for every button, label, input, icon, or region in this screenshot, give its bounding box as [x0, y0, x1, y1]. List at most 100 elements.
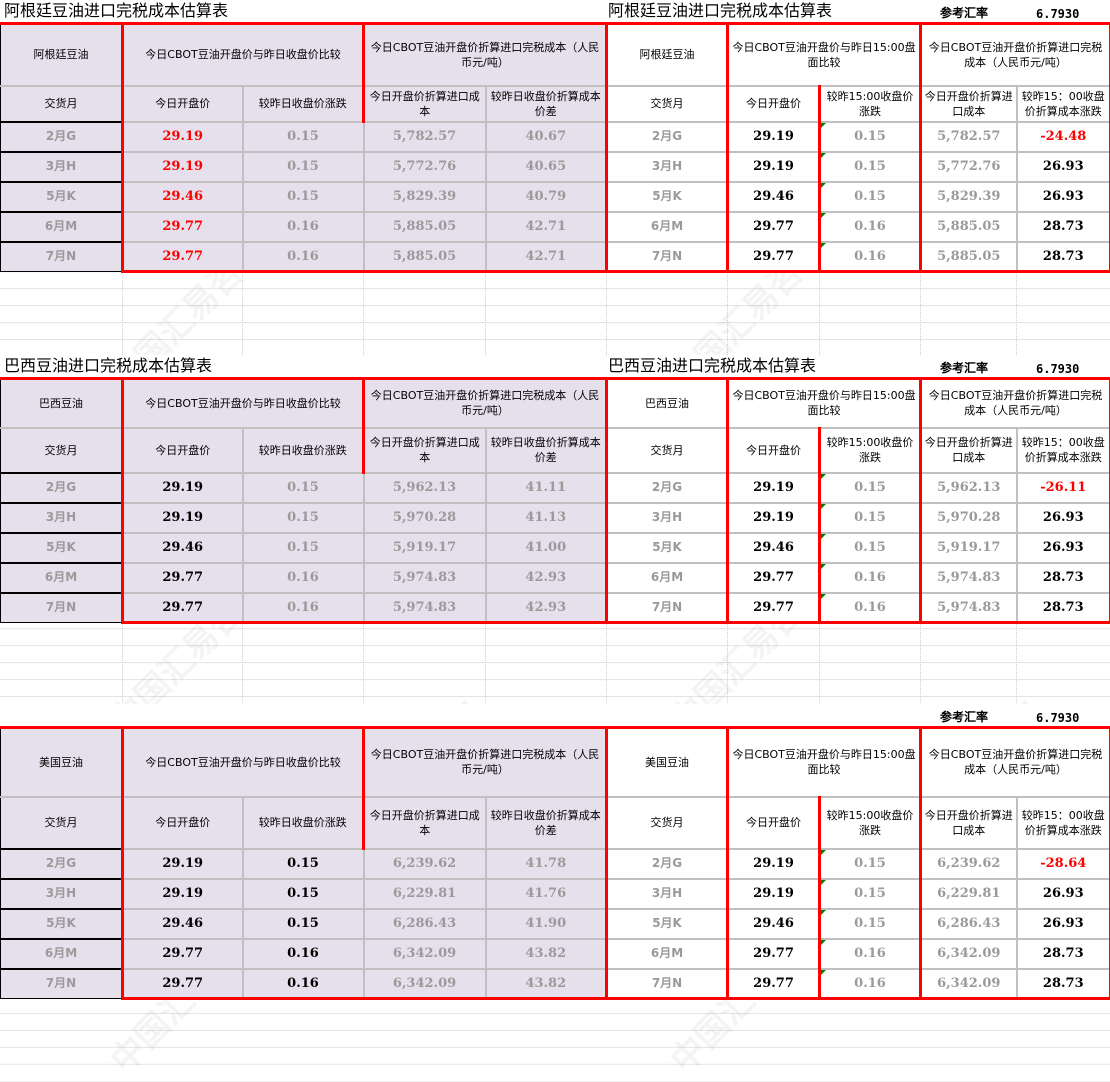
product-header[interactable]: 阿根廷豆油 [1, 24, 123, 86]
cost-difference[interactable]: 28.73 [1017, 242, 1110, 272]
delivery-month[interactable]: 5月K [607, 182, 728, 212]
column-header[interactable]: 今日开盘价折算进口成本 [921, 428, 1017, 473]
cost-difference[interactable]: 43.82 [486, 939, 607, 969]
open-price[interactable]: 29.19 [728, 849, 820, 879]
price-change[interactable]: 0.15 [820, 503, 921, 533]
import-cost[interactable]: 6,239.62 [921, 849, 1017, 879]
price-change[interactable]: 0.16 [243, 593, 364, 623]
column-header[interactable]: 今日开盘价折算进口成本 [364, 86, 486, 122]
open-price[interactable]: 29.46 [728, 909, 820, 939]
import-cost[interactable]: 5,970.28 [921, 503, 1017, 533]
open-price[interactable]: 29.46 [123, 909, 243, 939]
delivery-month[interactable]: 6月M [607, 212, 728, 242]
delivery-month[interactable]: 3月H [607, 879, 728, 909]
cost-difference[interactable]: 42.71 [486, 242, 607, 272]
open-price[interactable]: 29.77 [728, 242, 820, 272]
column-header[interactable]: 交货月 [1, 797, 123, 849]
import-cost[interactable]: 5,974.83 [364, 593, 486, 623]
cost-difference[interactable]: 28.73 [1017, 593, 1110, 623]
column-header[interactable]: 今日开盘价 [728, 428, 820, 473]
cost-header[interactable]: 今日CBOT豆油开盘价折算进口完税成本（人民币元/吨） [364, 728, 607, 797]
cost-difference[interactable]: 41.90 [486, 909, 607, 939]
delivery-month[interactable]: 5月K [1, 182, 123, 212]
open-price[interactable]: 29.77 [123, 939, 243, 969]
price-change[interactable]: 0.15 [820, 879, 921, 909]
import-cost[interactable]: 5,772.76 [921, 152, 1017, 182]
cost-difference[interactable]: 41.11 [486, 473, 607, 503]
open-price[interactable]: 29.19 [728, 879, 820, 909]
price-change[interactable]: 0.16 [820, 969, 921, 999]
import-cost[interactable]: 6,239.62 [364, 849, 486, 879]
price-compare-header[interactable]: 今日CBOT豆油开盘价与昨日15:00盘面比较 [728, 24, 921, 86]
column-header[interactable]: 交货月 [1, 428, 123, 473]
delivery-month[interactable]: 2月G [607, 122, 728, 152]
price-compare-header[interactable]: 今日CBOT豆油开盘价与昨日收盘价比较 [123, 379, 364, 428]
import-cost[interactable]: 6,229.81 [921, 879, 1017, 909]
open-price[interactable]: 29.46 [728, 533, 820, 563]
cost-difference[interactable]: 26.93 [1017, 879, 1110, 909]
open-price[interactable]: 29.77 [123, 242, 243, 272]
cost-difference[interactable]: 43.82 [486, 969, 607, 999]
price-change[interactable]: 0.16 [243, 969, 364, 999]
open-price[interactable]: 29.19 [123, 879, 243, 909]
product-header[interactable]: 巴西豆油 [607, 379, 728, 428]
cost-difference[interactable]: 28.73 [1017, 939, 1110, 969]
open-price[interactable]: 29.19 [123, 122, 243, 152]
open-price[interactable]: 29.19 [728, 122, 820, 152]
column-header[interactable]: 交货月 [1, 86, 123, 122]
delivery-month[interactable]: 6月M [607, 563, 728, 593]
delivery-month[interactable]: 2月G [607, 473, 728, 503]
cost-difference[interactable]: 41.00 [486, 533, 607, 563]
open-price[interactable]: 29.19 [123, 473, 243, 503]
column-header[interactable]: 交货月 [607, 428, 728, 473]
cost-difference[interactable]: 42.93 [486, 593, 607, 623]
delivery-month[interactable]: 6月M [1, 212, 123, 242]
cost-difference[interactable]: 26.93 [1017, 503, 1110, 533]
import-cost[interactable]: 5,970.28 [364, 503, 486, 533]
price-change[interactable]: 0.16 [820, 939, 921, 969]
import-cost[interactable]: 6,286.43 [921, 909, 1017, 939]
price-change[interactable]: 0.15 [820, 533, 921, 563]
column-header[interactable]: 今日开盘价 [123, 797, 243, 849]
import-cost[interactable]: 6,229.81 [364, 879, 486, 909]
price-change[interactable]: 0.15 [243, 473, 364, 503]
price-change[interactable]: 0.15 [243, 503, 364, 533]
delivery-month[interactable]: 5月K [607, 533, 728, 563]
product-header[interactable]: 巴西豆油 [1, 379, 123, 428]
import-cost[interactable]: 5,974.83 [921, 593, 1017, 623]
import-cost[interactable]: 5,782.57 [921, 122, 1017, 152]
open-price[interactable]: 29.19 [123, 152, 243, 182]
delivery-month[interactable]: 3月H [1, 879, 123, 909]
import-cost[interactable]: 6,342.09 [921, 969, 1017, 999]
import-cost[interactable]: 5,974.83 [921, 563, 1017, 593]
open-price[interactable]: 29.19 [728, 152, 820, 182]
import-cost[interactable]: 5,919.17 [364, 533, 486, 563]
cost-difference[interactable]: 26.93 [1017, 182, 1110, 212]
delivery-month[interactable]: 2月G [1, 473, 123, 503]
cost-difference[interactable]: 41.13 [486, 503, 607, 533]
delivery-month[interactable]: 3月H [607, 503, 728, 533]
import-cost[interactable]: 6,342.09 [921, 939, 1017, 969]
open-price[interactable]: 29.46 [123, 182, 243, 212]
cost-difference[interactable]: 41.78 [486, 849, 607, 879]
price-change[interactable]: 0.15 [243, 122, 364, 152]
open-price[interactable]: 29.19 [123, 503, 243, 533]
column-header[interactable]: 较昨15：00收盘价折算成本涨跌 [1017, 797, 1110, 849]
price-change[interactable]: 0.16 [243, 212, 364, 242]
price-change[interactable]: 0.15 [243, 533, 364, 563]
product-header[interactable]: 阿根廷豆油 [607, 24, 728, 86]
column-header[interactable]: 较昨日收盘价折算成本价差 [486, 86, 607, 122]
price-compare-header[interactable]: 今日CBOT豆油开盘价与昨日15:00盘面比较 [728, 379, 921, 428]
delivery-month[interactable]: 6月M [1, 563, 123, 593]
cost-header[interactable]: 今日CBOT豆油开盘价折算进口完税成本（人民币元/吨） [364, 24, 607, 86]
price-compare-header[interactable]: 今日CBOT豆油开盘价与昨日收盘价比较 [123, 24, 364, 86]
cost-header[interactable]: 今日CBOT豆油开盘价折算进口完税成本（人民币元/吨） [921, 728, 1110, 797]
cost-difference[interactable]: 42.93 [486, 563, 607, 593]
cost-difference[interactable]: 40.79 [486, 182, 607, 212]
column-header[interactable]: 较昨日收盘价折算成本价差 [486, 797, 607, 849]
price-change[interactable]: 0.15 [243, 152, 364, 182]
cost-difference[interactable]: -28.64 [1017, 849, 1110, 879]
import-cost[interactable]: 5,962.13 [364, 473, 486, 503]
column-header[interactable]: 较昨日收盘价涨跌 [243, 86, 364, 122]
import-cost[interactable]: 5,772.76 [364, 152, 486, 182]
